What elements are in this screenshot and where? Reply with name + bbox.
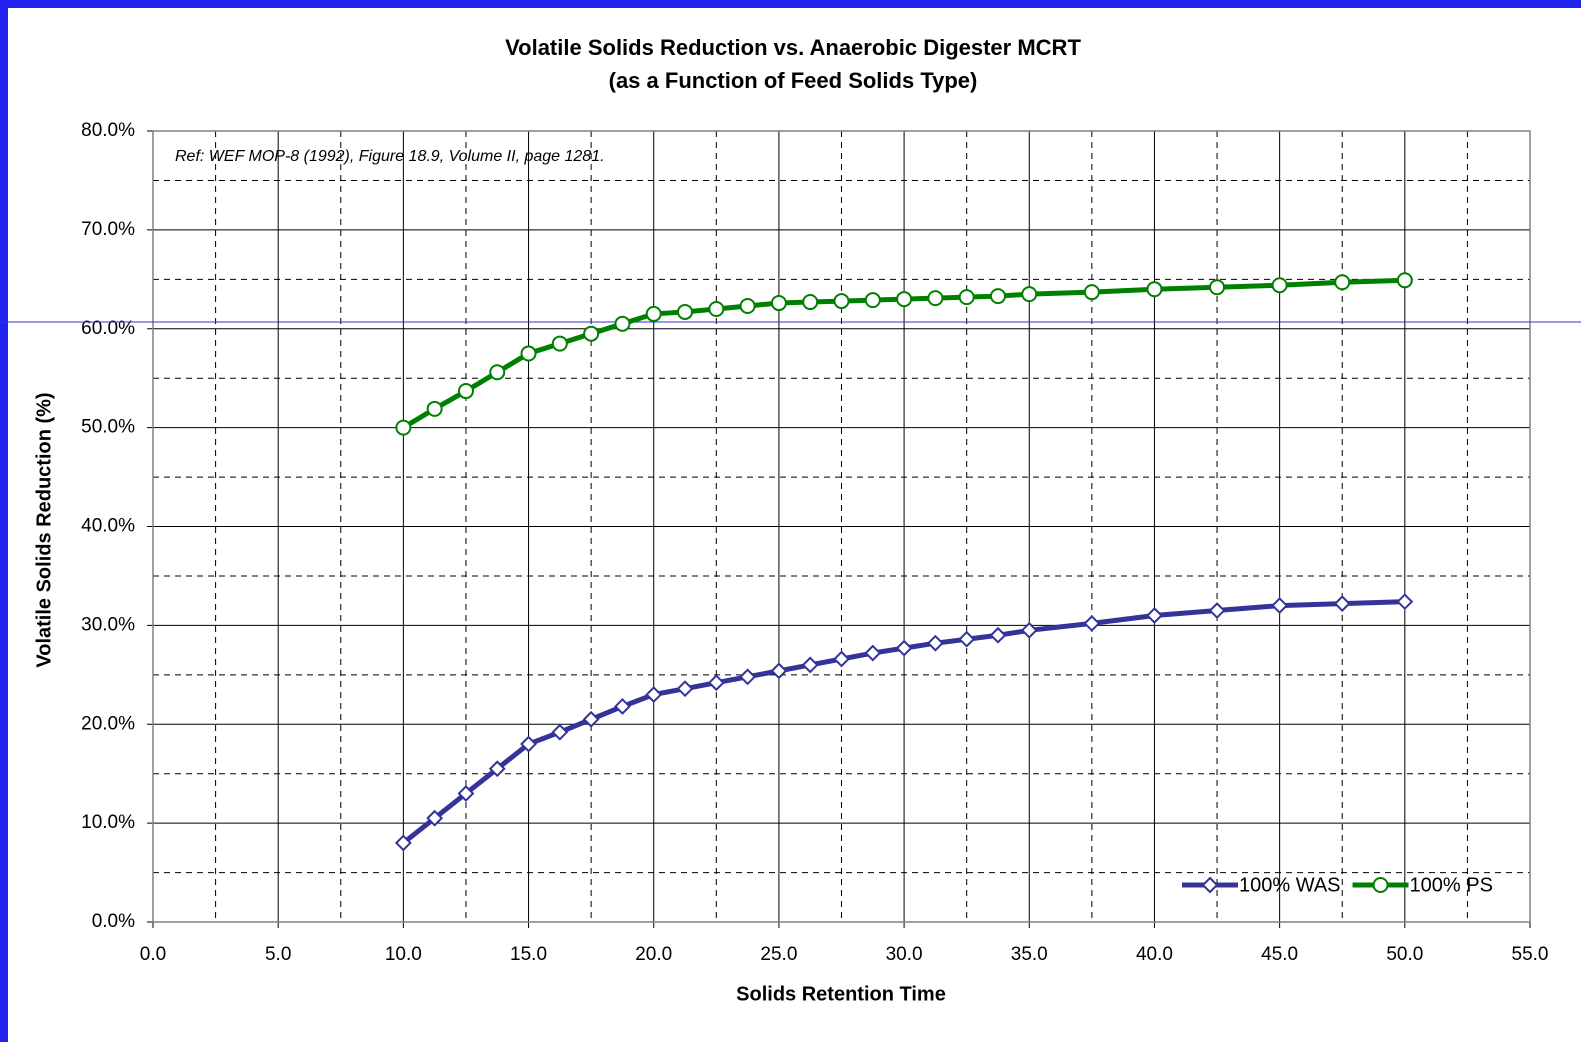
marker <box>1209 279 1226 296</box>
marker <box>1334 274 1351 291</box>
x-tick-label: 15.0 <box>510 944 547 965</box>
x-tick-label: 50.0 <box>1386 944 1423 965</box>
marker <box>551 335 568 352</box>
marker <box>551 723 569 741</box>
plot-border <box>152 130 1531 923</box>
marker <box>770 662 788 680</box>
marker <box>1146 607 1163 624</box>
marker <box>394 834 412 852</box>
y-axis-label: Volatile Solids Reduction (%) <box>33 392 55 667</box>
y-tick-label: 40.0% <box>81 516 135 537</box>
chart-subtitle: (as a Function of Feed Solids Type) <box>609 68 978 93</box>
marker <box>708 300 725 317</box>
x-tick-label: 45.0 <box>1261 944 1298 965</box>
y-tick-label: 60.0% <box>81 318 135 339</box>
marker <box>676 680 694 698</box>
marker <box>1146 281 1163 298</box>
marker <box>614 315 631 332</box>
x-tick-label: 20.0 <box>635 944 672 965</box>
y-tick-label: 20.0% <box>81 713 135 734</box>
x-tick-label: 10.0 <box>385 944 422 965</box>
marker <box>426 400 443 417</box>
chart-title: Volatile Solids Reduction vs. Anaerobic … <box>505 35 1081 60</box>
marker <box>1396 272 1413 289</box>
marker <box>895 639 913 657</box>
x-tick-label: 40.0 <box>1136 944 1173 965</box>
marker <box>583 325 600 342</box>
marker <box>1021 286 1038 303</box>
frame-left <box>0 0 8 1042</box>
marker <box>488 760 506 778</box>
x-tick-label: 25.0 <box>760 944 797 965</box>
marker <box>489 364 506 381</box>
marker <box>520 345 537 362</box>
marker <box>707 674 725 692</box>
marker <box>833 650 850 668</box>
marker <box>520 735 537 753</box>
marker <box>770 295 787 312</box>
x-tick-label: 30.0 <box>886 944 923 965</box>
legend-marker <box>1372 877 1389 893</box>
marker <box>582 710 600 728</box>
marker <box>926 634 944 652</box>
marker <box>801 656 819 674</box>
marker <box>739 298 756 315</box>
marker <box>927 290 944 307</box>
y-tick-label: 50.0% <box>81 417 135 438</box>
marker <box>864 644 882 662</box>
marker <box>457 785 475 802</box>
marker <box>1333 595 1351 613</box>
marker <box>958 289 975 306</box>
legend-label: 100% WAS <box>1239 874 1341 896</box>
marker <box>1083 614 1101 632</box>
marker <box>958 630 976 648</box>
x-tick-label: 55.0 <box>1512 944 1549 965</box>
y-tick-label: 0.0% <box>92 911 135 932</box>
marker <box>896 291 913 308</box>
marker <box>645 686 663 704</box>
x-axis-label: Solids Retention Time <box>736 983 946 1005</box>
marker <box>989 626 1007 644</box>
legend-label: 100% PS <box>1410 874 1493 896</box>
marker <box>426 809 444 827</box>
marker <box>833 293 850 310</box>
marker <box>457 383 474 400</box>
marker <box>677 303 694 320</box>
marker <box>1271 277 1288 294</box>
annotation: Ref: WEF MOP-8 (1992), Figure 18.9, Volu… <box>175 148 605 165</box>
marker <box>802 294 819 311</box>
marker <box>1208 602 1226 619</box>
y-tick-label: 80.0% <box>81 120 135 141</box>
legend-marker <box>1201 876 1219 894</box>
marker <box>989 288 1006 305</box>
y-tick-label: 30.0% <box>81 614 135 635</box>
marker <box>739 668 757 686</box>
y-tick-label: 10.0% <box>81 812 135 833</box>
marker <box>1020 621 1038 639</box>
y-tick-label: 70.0% <box>81 219 135 240</box>
marker <box>614 698 631 715</box>
marker <box>395 419 412 436</box>
marker <box>1271 597 1289 615</box>
x-tick-label: 35.0 <box>1011 944 1048 965</box>
x-tick-label: 5.0 <box>265 944 291 965</box>
x-tick-label: 0.0 <box>140 944 166 965</box>
marker <box>1083 284 1100 301</box>
marker <box>864 292 881 309</box>
frame-top <box>0 0 1581 8</box>
marker <box>1396 593 1414 611</box>
marker <box>645 305 662 322</box>
